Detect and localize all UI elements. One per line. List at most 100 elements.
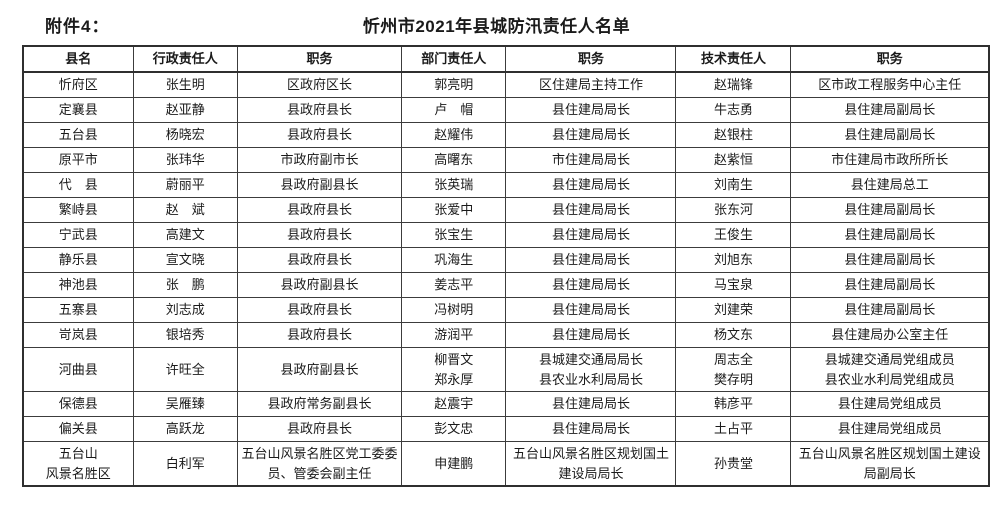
table-cell: 刘建荣 <box>675 297 792 323</box>
table-row: 代 县蔚丽平 县政府副县长 张英瑞 县住建局局长 刘南生 县住建局总工 <box>22 172 990 198</box>
table-cell: 县政府县长 <box>236 322 403 348</box>
table-cell: 张生明 <box>132 71 238 98</box>
table-cell: 县政府县长 <box>236 416 403 442</box>
table-cell: 游润平 <box>401 322 507 348</box>
table-row: 静乐县 宣文晓 县政府县长 巩海生 县住建局局长 刘旭东 县住建局副局长 <box>22 247 990 273</box>
table-cell: 县政府副县长 <box>236 347 403 392</box>
table-cell: 县政府副县长 <box>236 272 403 298</box>
table-cell: 马宝泉 <box>675 272 792 298</box>
table-cell: 县住建局局长 <box>505 416 677 442</box>
table-cell: 高跃龙 <box>132 416 238 442</box>
table-cell: 蔚丽平 <box>132 172 238 198</box>
table-cell: 县住建局局长 <box>505 172 677 198</box>
table-cell: 高曙东 <box>401 147 507 173</box>
table-row: 偏关县 高跃龙 县政府县长 彭文忠 县住建局局长 土占平 县住建局党组成员 <box>22 416 990 442</box>
table-cell: 市住建局市政所所长 <box>790 147 990 173</box>
table-cell: 银培秀 <box>132 322 238 348</box>
page-title: 忻州市2021年县城防汛责任人名单 <box>362 17 631 36</box>
table-cell: 姜志平 <box>401 272 507 298</box>
table-row: 神池县张 鹏县政府副县长 姜志平 县住建局局长 马宝泉 县住建局副局长 <box>22 272 990 298</box>
table-cell: 忻府区 <box>22 71 134 98</box>
table-cell: 五台山风景名胜区规划国土建设局局长 <box>505 441 677 487</box>
table-cell: 宁武县 <box>22 222 134 248</box>
table-cell: 韩彦平 <box>675 391 792 417</box>
table-cell: 区住建局主持工作 <box>505 71 677 98</box>
table-cell: 赵震宇 <box>401 391 507 417</box>
table-cell: 市住建局局长 <box>505 147 677 173</box>
table-cell: 土占平 <box>675 416 792 442</box>
table-cell: 杨晓宏 <box>132 122 238 148</box>
table-cell: 县政府县长 <box>236 247 403 273</box>
table-cell: 张 鹏 <box>132 272 238 298</box>
table-cell: 县政府常务副县长 <box>236 391 403 417</box>
table-cell: 岢岚县 <box>22 322 134 348</box>
table-cell: 县住建局局长 <box>505 222 677 248</box>
table-cell: 县城建交通局局长 县农业水利局局长 <box>505 347 677 392</box>
table-cell: 静乐县 <box>22 247 134 273</box>
column-header: 职务 <box>790 45 990 73</box>
table-row: 保德县 吴雁臻 县政府常务副县长 赵震宇 县住建局局长 韩彦平 县住建局党组成员 <box>22 391 990 417</box>
table-cell: 县政府副县长 <box>236 172 403 198</box>
table-cell: 刘旭东 <box>675 247 792 273</box>
table-cell: 县住建局总工 <box>790 172 990 198</box>
table-cell: 冯树明 <box>401 297 507 323</box>
table-cell: 申建鹏 <box>401 441 507 487</box>
table-cell: 县住建局局长 <box>505 272 677 298</box>
table-cell: 赵亚静 <box>132 97 238 123</box>
table-cell: 巩海生 <box>401 247 507 273</box>
table-cell: 五台山风景名胜区规划国土建设局副局长 <box>790 441 990 487</box>
table-cell: 定襄县 <box>22 97 134 123</box>
table-cell: 周志全 樊存明 <box>675 347 792 392</box>
table-row: 五寨县 刘志成 县政府县长 冯树明 县住建局局长 刘建荣 县住建局副局长 <box>22 297 990 323</box>
table-cell: 牛志勇 <box>675 97 792 123</box>
table-cell: 县住建局副局长 <box>790 122 990 148</box>
table-cell: 白利军 <box>132 441 238 487</box>
table-cell: 原平市 <box>22 147 134 173</box>
table-cell: 县住建局局长 <box>505 297 677 323</box>
table-cell: 张英瑞 <box>401 172 507 198</box>
table-row: 繁峙县赵 斌县政府县长 张爱中 县住建局局长 张东河 县住建局副局长 <box>22 197 990 223</box>
table-cell: 县政府县长 <box>236 297 403 323</box>
table-cell: 张玮华 <box>132 147 238 173</box>
column-header: 职务 <box>505 45 677 73</box>
table-cell: 县住建局局长 <box>505 197 677 223</box>
table-cell: 赵银柱 <box>675 122 792 148</box>
table-cell: 区政府区长 <box>236 71 403 98</box>
table-cell: 县政府县长 <box>236 222 403 248</box>
table-cell: 市政府副市长 <box>236 147 403 173</box>
column-header: 部门责任人 <box>401 45 507 73</box>
table-cell: 县住建局党组成员 <box>790 391 990 417</box>
table-row: 岢岚县 银培秀 县政府县长 游润平 县住建局局长 杨文东 县住建局办公室主任 <box>22 322 990 348</box>
table-cell: 张宝生 <box>401 222 507 248</box>
table-row: 五台县 杨晓宏 县政府县长 赵耀伟 县住建局局长 赵银柱 县住建局副局长 <box>22 122 990 148</box>
table-cell: 代 县 <box>22 172 134 198</box>
table-header-row: 县名 行政责任人 职务 部门责任人 职务 技术责任人 职务 <box>22 45 990 73</box>
table-body: 忻府区 张生明 区政府区长 郭亮明 区住建局主持工作 赵瑞锋 区市政工程服务中心主任 定襄县赵… <box>22 71 990 487</box>
table-cell: 彭文忠 <box>401 416 507 442</box>
table-cell: 赵瑞锋 <box>675 71 792 98</box>
table-cell: 张东河 <box>675 197 792 223</box>
table-cell: 郭亮明 <box>401 71 507 98</box>
table-cell: 杨文东 <box>675 322 792 348</box>
table-cell: 县住建局副局长 <box>790 222 990 248</box>
table-cell: 卢 帽 <box>401 97 507 123</box>
table-cell: 柳晋文 郑永厚 <box>401 347 507 392</box>
column-header: 县名 <box>22 45 134 73</box>
table-cell: 偏关县 <box>22 416 134 442</box>
table-cell: 县政府县长 <box>236 197 403 223</box>
table-cell: 县住建局办公室主任 <box>790 322 990 348</box>
table-cell: 王俊生 <box>675 222 792 248</box>
table-cell: 孙贵堂 <box>675 441 792 487</box>
responsible-persons-table: 县名 行政责任人 职务 部门责任人 职务 技术责任人 职务 忻府区 张生明 区政府区长 郭亮明 区住… <box>22 45 990 487</box>
column-header: 职务 <box>236 45 403 73</box>
table-row: 五台山 风景名胜区 白利军 五台山风景名胜区党工委委员、管委会副主任 申建鹏 五台山风景… <box>22 441 990 487</box>
table-head: 县名 行政责任人 职务 部门责任人 职务 技术责任人 职务 <box>22 45 990 73</box>
table-cell: 区市政工程服务中心主任 <box>790 71 990 98</box>
table-cell: 县政府县长 <box>236 97 403 123</box>
table-cell: 神池县 <box>22 272 134 298</box>
table-cell: 张爱中 <box>401 197 507 223</box>
table-cell: 县政府县长 <box>236 122 403 148</box>
table-row: 河曲县 许旺全 县政府副县长 柳晋文 郑永厚 县城建交通局局长 县农业水利局局长 周志全 … <box>22 347 990 392</box>
column-header: 行政责任人 <box>132 45 238 73</box>
